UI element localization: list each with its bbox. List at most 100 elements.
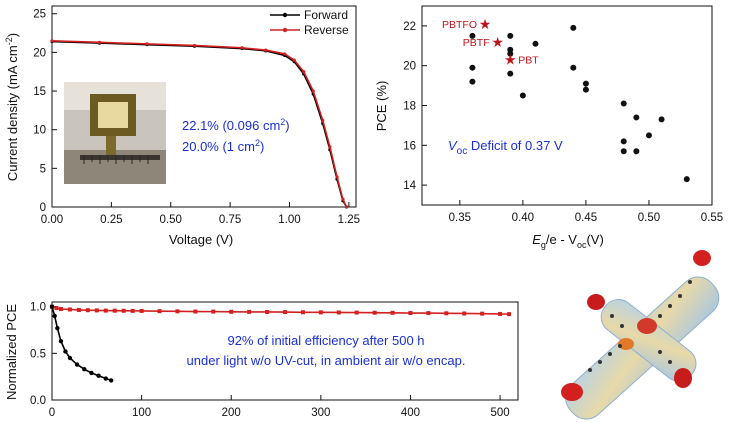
stability-point-red [498,311,503,316]
pce-x-tick-label: 0.55 [701,212,723,224]
stability-point-red [112,308,117,313]
stability-point-red [211,309,216,314]
legend-reverse-label: Reverse [304,23,349,37]
jv-point-reverse [145,42,149,46]
stability-point-red [300,310,305,315]
pce-star-label: PBT [518,55,539,67]
pce-y-tick-label: 16 [403,140,416,152]
pce-points [469,24,690,183]
stability-point-red [157,309,162,314]
jv-point-reverse [97,40,102,44]
stability-point-black [89,370,94,376]
pce-data-point [658,116,665,123]
stability-point-black [63,349,68,354]
stability-point-red [76,307,81,312]
stability-plot-frame [51,301,519,401]
stability-point-red [54,306,59,311]
pce-y-tick-label: 18 [403,101,416,113]
pce-data-point [507,32,514,39]
jv-point-reverse [321,118,325,123]
jv-point-reverse [283,52,287,56]
jv-chart: 0.00 0.25 0.50 0.75 1.00 1.25 0 5 10 15 20 25 22.1%… [4,5,360,247]
pce-stars: ★PBTFO★PBTF★ PBT [442,16,539,68]
device-photo [64,82,166,184]
stability-series [49,304,512,383]
pce-x-tick-label: 0.50 [638,212,660,224]
stability-point-red [103,308,108,313]
stability-point-red [318,310,323,315]
pce-data-point [469,32,476,39]
jv-legend: Forward Reverse [270,8,349,37]
jv-point-reverse [264,48,268,52]
stability-point-red [193,309,198,314]
jv-annotation-line1: 22.1% (0.096 cm2) [182,117,290,133]
stability-point-black [58,339,64,344]
legend-forward-label: Forward [304,8,348,22]
pce-data-point [469,64,476,71]
stability-point-red [426,311,431,316]
stability-point-red [283,310,287,315]
pce-x-tick-label: 0.35 [449,212,471,224]
jv-point-reverse [240,46,244,50]
stability-point-red [354,310,359,315]
pce-data-point [683,176,690,183]
pce-star-label: PBTF [463,37,490,49]
jv-y-tick-label: 0 [40,202,46,214]
jv-x-tick-label: 0.00 [41,214,63,226]
pce-star-marker: ★ [479,16,492,32]
legend-reverse-marker [282,27,288,33]
jv-plot-frame [51,5,357,208]
stability-point-red [372,310,377,315]
stability-point-black [55,325,60,331]
stability-point-red [94,308,99,313]
pce-star-label: PBTFO [442,19,477,31]
stability-point-black [103,376,108,381]
jv-x-tick-label: 0.75 [219,214,241,226]
stability-point-black [82,367,87,372]
pce-x-axis-label: Eg/e - Voc(V) [532,232,604,250]
pce-annotation: Voc Deficit of 0.37 V [448,138,563,157]
stability-point-red [130,308,135,313]
pce-data-point [633,148,640,155]
jv-x-axis-label: Voltage (V) [169,232,233,247]
jv-x-tick-label: 1.00 [278,214,300,226]
stability-annotation-line1: 92% of initial efficiency after 500 h [227,333,424,348]
jv-point-reverse [50,39,54,43]
stability-chart: 0 100 200 300 400 500 0.0 0.5 1.0 92% of initial… [4,301,519,419]
stability-x-tick-label: 100 [132,407,151,419]
pce-ticks: 0.35 0.40 0.45 0.50 0.55 14 16 18 20 22 [403,21,723,224]
pce-data-point [645,132,652,139]
jv-y-tick-label: 5 [40,163,46,175]
jv-y-tick-label: 20 [33,47,46,59]
legend-forward-marker [282,12,288,18]
stability-point-black [67,355,73,361]
pce-data-point [582,80,589,87]
pce-y-tick-label: 22 [403,21,416,33]
jv-point-reverse [292,58,296,62]
stability-point-red [265,309,270,314]
stability-x-tick-label: 0 [49,407,55,419]
stability-x-tick-label: 300 [311,407,330,419]
stability-point-red [139,308,144,313]
jv-ticks: 0.00 0.25 0.50 0.75 1.00 1.25 0 5 10 15 20 25 [33,9,360,226]
jv-y-tick-label: 15 [33,86,46,98]
pce-data-point [532,40,539,47]
jv-y-tick-label: 25 [33,9,46,21]
stability-point-red [67,307,72,312]
stability-point-red [480,311,485,316]
stability-point-black [96,373,101,378]
stability-point-black [52,313,57,319]
pce-x-tick-label: 0.40 [512,212,534,224]
stability-series-0-line [51,305,510,315]
jv-y-tick-label: 10 [33,125,46,137]
jv-annotation-line2: 20.0% (1 cm2) [182,138,264,154]
stability-point-red [462,311,467,316]
stability-point-red [85,308,90,313]
jv-point-reverse [328,145,332,149]
stability-point-red [408,311,413,316]
stability-point-red [336,310,341,315]
stability-annotation-line2: under light w/o UV-cut, in ambient air w… [187,353,466,368]
stability-x-tick-label: 200 [222,407,241,419]
